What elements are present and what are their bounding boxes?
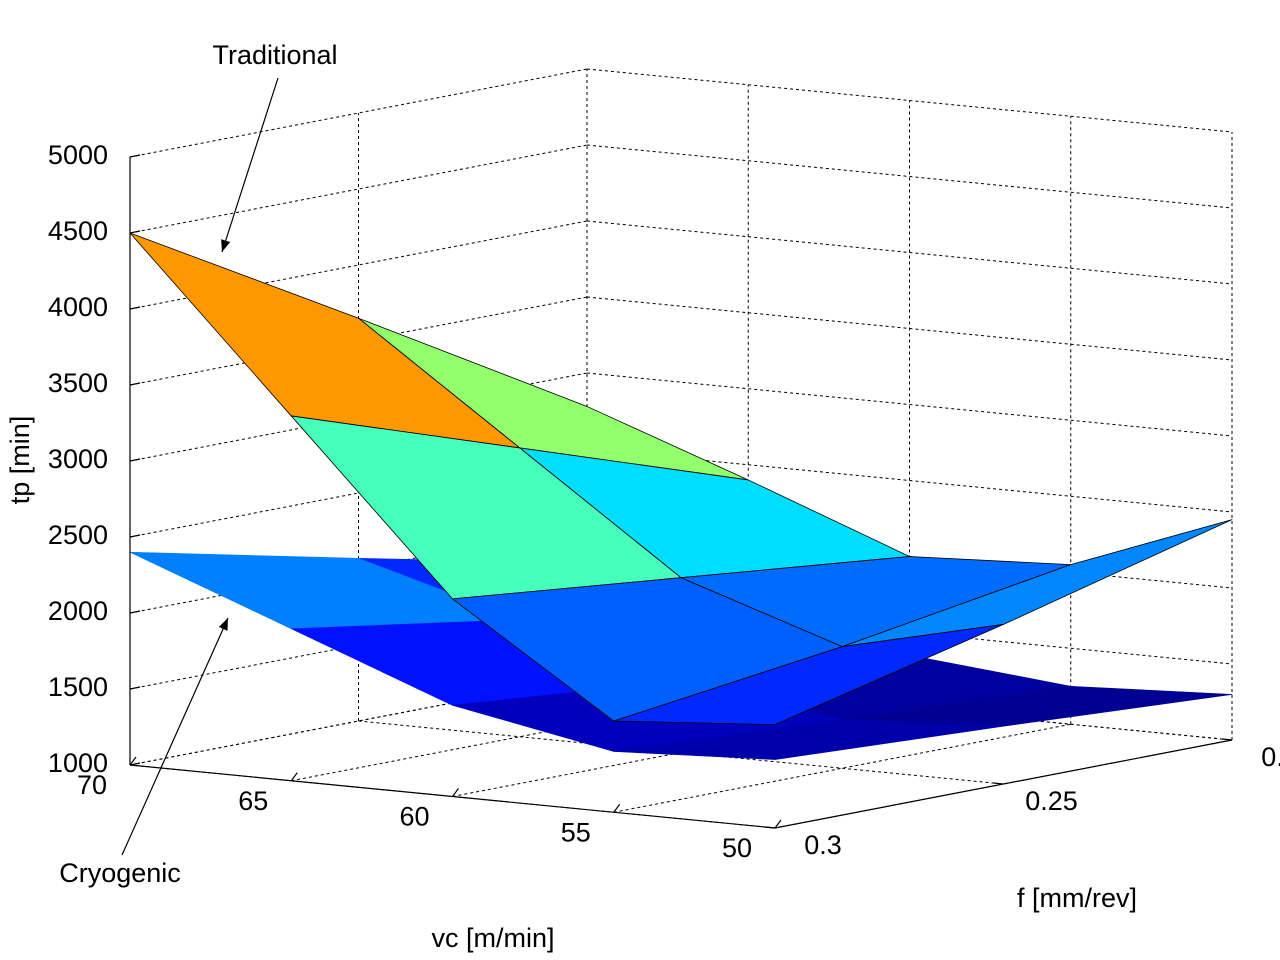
y-tick-label: 0.25	[1025, 786, 1078, 816]
z-tick-label: 4000	[48, 292, 108, 322]
tick	[129, 382, 141, 386]
y-axis-label: f [mm/rev]	[1017, 883, 1137, 913]
z-tick-label: 3500	[48, 368, 108, 398]
y-tick-label: 0.2	[1261, 742, 1280, 772]
x-tick-label: 50	[722, 833, 752, 863]
tick	[1221, 738, 1233, 741]
tick	[129, 154, 141, 158]
tick	[129, 756, 137, 766]
tick	[129, 762, 141, 766]
tick	[129, 534, 141, 538]
tick	[129, 306, 141, 310]
tick	[129, 458, 141, 462]
tick	[129, 610, 141, 614]
annotation: Cryogenic	[59, 858, 181, 888]
tick	[129, 686, 141, 690]
tick	[764, 826, 776, 829]
tick	[129, 230, 141, 234]
x-tick-label: 65	[238, 786, 268, 816]
y-tick-label: 0.3	[804, 830, 842, 860]
x-tick-label: 60	[399, 802, 429, 832]
tick	[774, 819, 782, 829]
axes: 1000 1500 2000 2500 3000 3500 4000 4500 5000 50 55…	[48, 140, 1280, 863]
z-tick-label: 3000	[48, 444, 108, 474]
grid-line	[129, 144, 588, 234]
z-tick-label: 1500	[48, 672, 108, 702]
x-tick-label: 55	[561, 817, 591, 847]
tick	[993, 782, 1004, 785]
z-tick-label: 4500	[48, 216, 108, 246]
z-tick-label: 2000	[48, 596, 108, 626]
surface-face	[129, 232, 521, 449]
annotation-arrow	[121, 617, 229, 856]
x-axis-label: vc [m/min]	[431, 923, 554, 953]
z-tick-label: 1000	[48, 748, 108, 778]
tick	[290, 772, 298, 782]
grid-line	[586, 144, 1233, 209]
annotation-arrow	[221, 77, 279, 253]
z-tick-label: 5000	[48, 140, 108, 170]
annotation: Traditional	[212, 40, 337, 70]
x-tick-label: 70	[77, 770, 107, 800]
surface-face	[613, 624, 1004, 726]
grid-line	[586, 372, 1233, 437]
tick	[452, 788, 459, 797]
z-axis-label: tp [min]	[5, 416, 35, 505]
tick	[613, 803, 621, 813]
surfaces	[129, 232, 1233, 760]
surface-face	[613, 719, 1004, 760]
z-tick-label: 2500	[48, 520, 108, 550]
